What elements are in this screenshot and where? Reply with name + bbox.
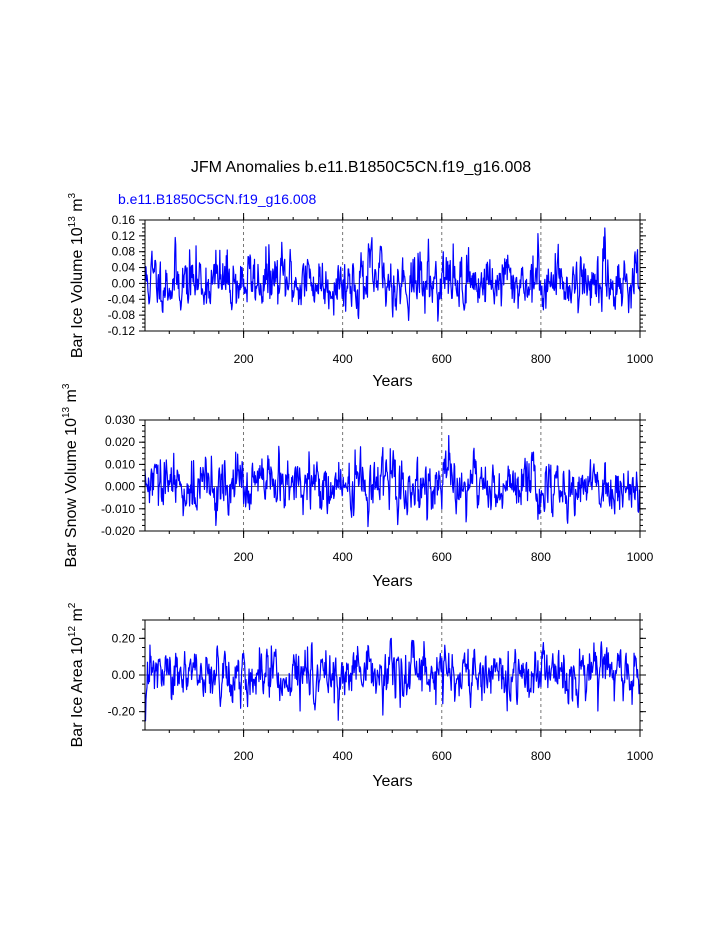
x-tick-label: 1000	[627, 550, 654, 564]
y-axis-label-main: Bar Snow Volume 10	[63, 418, 80, 568]
y-tick-label: 0.010	[105, 457, 135, 471]
y-tick-label: 0.030	[105, 413, 135, 427]
y-tick-label: 0.000	[105, 480, 135, 494]
y-axis-label-unit-exp: 2	[67, 602, 78, 608]
y-axis-label-unit: m	[69, 608, 86, 626]
x-axis-label: Years	[372, 573, 412, 590]
series-line	[144, 434, 641, 528]
y-tick-label: -0.04	[108, 292, 136, 306]
panel-1: -0.12 -0.08 -0.04 0.000.04 0.08 0.12 0.16 200 40…	[67, 192, 654, 390]
x-tick-label: 400	[333, 550, 353, 564]
y-tick-label: 0.16	[112, 213, 136, 227]
y-axis-label-unit-exp: 3	[67, 192, 78, 198]
y-tick-label: 0.00	[112, 668, 136, 682]
y-axis-label-exp: 13	[67, 216, 78, 228]
y-tick-label: -0.20	[108, 705, 136, 719]
y-tick-label: 0.08	[112, 245, 136, 259]
panel-subtitle: b.e11.B1850C5CN.f19_g16.008	[118, 191, 316, 207]
y-tick-label: -0.12	[108, 324, 136, 338]
y-tick-label: -0.020	[101, 524, 135, 538]
x-axis-label: Years	[372, 773, 412, 790]
series-line	[144, 227, 641, 322]
x-tick-label: 400	[333, 749, 353, 763]
panel-3: -0.20 0.00 0.20 200 400 600 800 1000 Years Bar Ic…	[67, 602, 654, 790]
y-tick-label: 0.020	[105, 435, 135, 449]
x-tick-label: 800	[531, 550, 551, 564]
y-axis-label-exp: 12	[67, 626, 78, 638]
y-axis-label-main: Bar Ice Area 10	[69, 637, 86, 747]
y-axis-label: Bar Snow Volume 1013 m3	[61, 383, 80, 567]
x-tick-label: 400	[333, 352, 353, 366]
y-tick-label: 0.00	[112, 276, 136, 290]
main-title: JFM Anomalies b.e11.B1850C5CN.f19_g16.00…	[191, 159, 531, 176]
x-tick-label: 1000	[627, 749, 654, 763]
y-axis-label-unit-exp: 3	[61, 383, 72, 389]
y-axis-label-unit: m	[69, 198, 86, 216]
y-tick-label: 0.04	[112, 261, 136, 275]
x-axis-label: Years	[372, 373, 412, 390]
x-tick-label: 800	[531, 749, 551, 763]
y-axis-label: Bar Ice Area 1012 m2	[67, 602, 86, 747]
y-tick-label: 0.12	[112, 229, 136, 243]
x-tick-label: 200	[234, 550, 254, 564]
x-tick-label: 600	[432, 749, 452, 763]
y-tick-label: -0.010	[101, 502, 135, 516]
y-tick-label: 0.20	[112, 631, 136, 645]
x-tick-label: 800	[531, 352, 551, 366]
x-tick-label: 600	[432, 550, 452, 564]
y-tick-label: -0.08	[108, 308, 136, 322]
y-axis-label-main: Bar Ice Volume 10	[69, 227, 86, 358]
y-axis-label: Bar Ice Volume 1013 m3	[67, 192, 86, 358]
x-tick-label: 600	[432, 352, 452, 366]
x-tick-label: 200	[234, 749, 254, 763]
x-tick-label: 1000	[627, 352, 654, 366]
series-line	[144, 637, 641, 722]
x-tick-label: 200	[234, 352, 254, 366]
y-axis-label-unit: m	[63, 389, 80, 407]
panel-2: -0.020 -0.010 0.000 0.010 0.020 0.030 200 400 60…	[61, 383, 654, 590]
y-axis-label-exp: 13	[61, 406, 72, 418]
